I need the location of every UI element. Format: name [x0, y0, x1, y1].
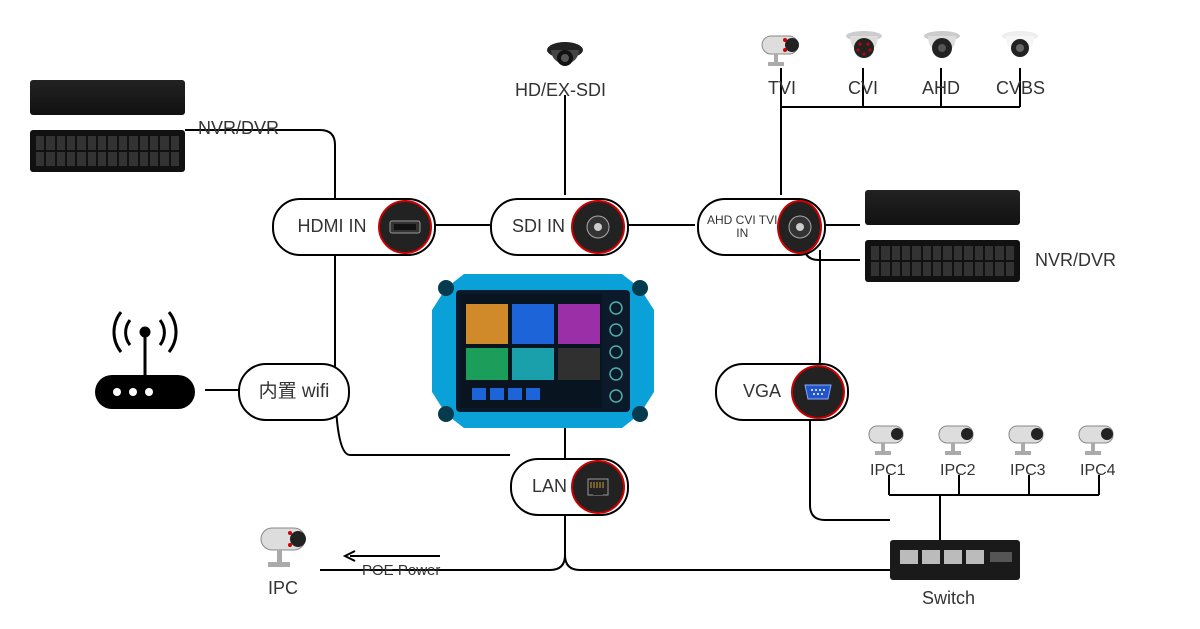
sdi-in-port: SDI IN: [490, 198, 629, 256]
analog-in-port: AHD CVI TVI IN: [697, 198, 826, 256]
nvr-dvr-right-bottom: [865, 240, 1020, 282]
hd-sdi-label: HD/EX-SDI: [515, 80, 606, 101]
hdmi-in-connector-icon: [378, 200, 432, 254]
ipc3-label: IPC3: [1010, 462, 1046, 480]
nvr-dvr-left-top: [30, 80, 185, 115]
switch-label: Switch: [922, 588, 975, 609]
tvi-label: TVI: [768, 78, 796, 99]
sdi-in-label: SDI IN: [492, 217, 571, 237]
ipc-bullet-camera-icon: [255, 520, 319, 572]
cctv-tester-device-icon: [428, 270, 658, 432]
dome-camera-cvbs-icon: [998, 28, 1042, 68]
cvbs-label: CVBS: [996, 78, 1045, 99]
lan-connector-icon: [571, 460, 625, 514]
sdi-dome-camera-icon: [545, 40, 585, 78]
nvr-dvr-left-bottom: [30, 130, 185, 172]
dome-camera-cvi-icon: [842, 28, 886, 68]
wifi-port: 内置 wifi: [238, 363, 350, 421]
sdi-in-connector-icon: [571, 200, 625, 254]
bullet-camera-ipc2-icon: [935, 420, 983, 460]
wifi-label: 内置 wifi: [259, 382, 330, 403]
hdmi-in-label: HDMI IN: [274, 217, 378, 237]
poe-power-label: POE Power: [362, 562, 440, 579]
nvr-dvr-right-top: [865, 190, 1020, 225]
analog-in-connector-icon: [777, 200, 822, 254]
ipc4-label: IPC4: [1080, 462, 1116, 480]
ipc-label: IPC: [268, 578, 298, 599]
vga-connector-icon: [791, 365, 845, 419]
cvi-label: CVI: [848, 78, 878, 99]
nvr-dvr-right-label: NVR/DVR: [1035, 250, 1116, 271]
bullet-camera-ipc3-icon: [1005, 420, 1053, 460]
lan-port: LAN: [510, 458, 629, 516]
nvr-dvr-left-label: NVR/DVR: [198, 118, 279, 139]
vga-label: VGA: [717, 382, 791, 402]
bullet-camera-tvi-icon: [758, 28, 806, 68]
analog-in-label: AHD CVI TVI IN: [699, 214, 777, 240]
router-icon: [85, 300, 205, 425]
ipc2-label: IPC2: [940, 462, 976, 480]
lan-label: LAN: [512, 477, 571, 497]
hdmi-in-port: HDMI IN: [272, 198, 436, 256]
bullet-camera-ipc1-icon: [865, 420, 913, 460]
network-switch-icon: [890, 540, 1020, 591]
vga-port: VGA: [715, 363, 849, 421]
bullet-camera-ipc4-icon: [1075, 420, 1123, 460]
dome-camera-ahd-icon: [920, 28, 964, 68]
ahd-label: AHD: [922, 78, 960, 99]
ipc1-label: IPC1: [870, 462, 906, 480]
